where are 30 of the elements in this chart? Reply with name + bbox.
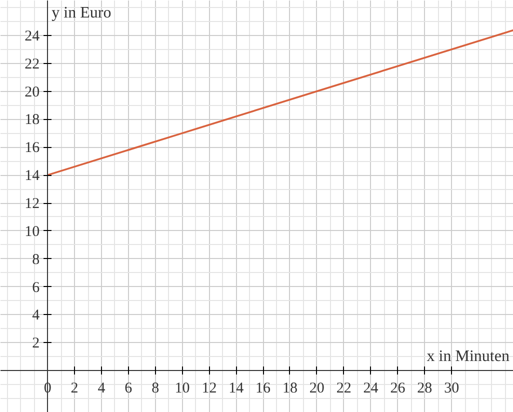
x-tick-label: 26 — [390, 380, 406, 397]
x-tick-label: 18 — [282, 380, 298, 397]
y-tick-label: 16 — [24, 140, 40, 156]
x-tick-label: 2 — [70, 380, 78, 397]
x-tick-label: 6 — [124, 380, 133, 397]
x-tick-label: 22 — [336, 380, 352, 397]
x-tick-label: 28 — [417, 380, 432, 397]
y-tick-label: 22 — [24, 56, 40, 72]
x-tick-label: 24 — [363, 380, 379, 397]
x-tick-label: 12 — [202, 380, 217, 397]
y-tick-label: 18 — [24, 112, 40, 128]
y-tick-label: 12 — [24, 196, 40, 212]
y-tick-label: 10 — [24, 224, 40, 240]
line-series — [46, 29, 513, 176]
x-tick-label: 4 — [98, 380, 106, 397]
x-tick-label: 14 — [228, 380, 244, 397]
y-axis-title: y in Euro — [52, 4, 112, 22]
y-tick-label: 8 — [32, 252, 40, 268]
y-tick-label: 2 — [32, 336, 40, 352]
x-tick-label: 16 — [256, 380, 272, 397]
y-tick-label: 14 — [24, 168, 40, 184]
y-tick-label: 20 — [24, 84, 40, 100]
y-tick-label: 4 — [32, 308, 40, 324]
y-tick-label: 6 — [32, 280, 40, 296]
x-tick-label: 10 — [174, 380, 190, 397]
y-tick-label: 24 — [24, 28, 40, 44]
x-tick-label: 20 — [309, 380, 324, 397]
x-axis-title: x in Minuten — [426, 348, 510, 366]
x-tick-label: 30 — [444, 380, 460, 397]
x-tick-label: 8 — [152, 380, 160, 397]
